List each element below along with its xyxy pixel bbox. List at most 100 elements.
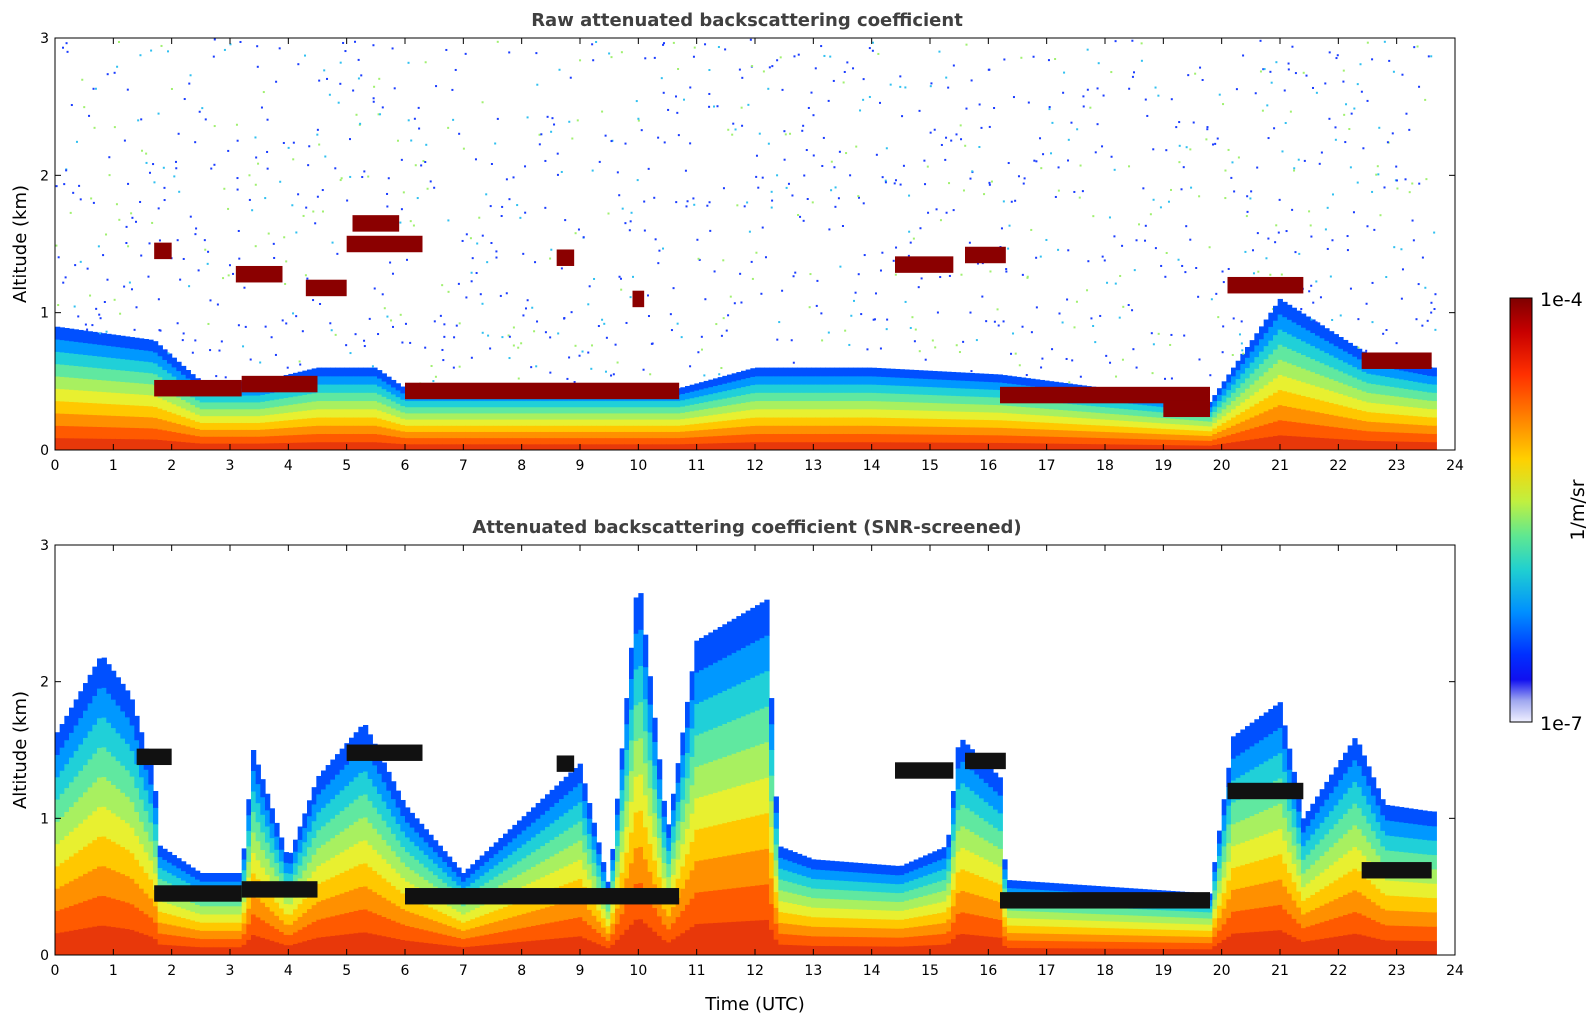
backscatter-cell <box>129 337 135 349</box>
backscatter-cell <box>1137 432 1143 440</box>
backscatter-cell <box>97 403 103 416</box>
backscatter-cell <box>311 409 317 418</box>
backscatter-cell <box>815 400 821 410</box>
backscatter-cell <box>111 670 117 700</box>
backscatter-cell <box>834 425 840 435</box>
backscatter-cell <box>330 392 336 402</box>
backscatter-cell <box>83 414 89 427</box>
noise-speckle <box>945 136 948 139</box>
backscatter-cell <box>1095 437 1101 445</box>
backscatter-cell <box>349 868 355 891</box>
backscatter-cell <box>1385 413 1391 423</box>
noise-speckle <box>1434 293 1437 296</box>
backscatter-cell <box>685 392 691 400</box>
backscatter-cell <box>176 441 182 451</box>
backscatter-cell <box>643 431 649 439</box>
backscatter-cell <box>367 800 373 824</box>
backscatter-cell <box>703 394 709 403</box>
backscatter-cell <box>848 367 854 377</box>
backscatter-cell <box>92 695 98 725</box>
backscatter-cell <box>974 403 980 413</box>
backscatter-cell <box>1403 441 1409 451</box>
backscatter-cell <box>1221 422 1227 430</box>
backscatter-cell <box>666 419 672 426</box>
noise-speckle <box>662 43 665 46</box>
backscatter-cell <box>1380 431 1386 442</box>
backscatter-cell <box>1235 432 1241 442</box>
noise-speckle <box>855 145 858 148</box>
backscatter-cell <box>969 403 975 412</box>
backscatter-cell <box>134 438 140 451</box>
backscatter-cell <box>1333 345 1339 358</box>
backscatter-cell <box>881 417 887 426</box>
backscatter-cell <box>806 367 812 377</box>
backscatter-cell <box>1422 416 1428 426</box>
backscatter-cell <box>372 807 378 829</box>
backscatter-cell <box>381 373 387 382</box>
noise-speckle <box>1331 318 1334 321</box>
noise-speckle <box>433 186 436 189</box>
backscatter-cell <box>372 384 378 393</box>
noise-speckle <box>1087 260 1090 263</box>
backscatter-cell <box>1165 423 1171 430</box>
backscatter-cell <box>475 431 481 439</box>
noise-speckle <box>614 343 617 346</box>
backscatter-cell <box>321 408 327 418</box>
backscatter-cell <box>349 433 355 443</box>
backscatter-cell <box>479 412 485 420</box>
backscatter-cell <box>1077 436 1083 444</box>
backscatter-cell <box>997 442 1003 451</box>
backscatter-cell <box>283 913 289 925</box>
noise-speckle <box>264 197 267 200</box>
backscatter-cell <box>125 381 131 394</box>
backscatter-cell <box>246 939 252 956</box>
noise-speckle <box>604 134 607 137</box>
backscatter-cell <box>297 929 303 943</box>
backscatter-cell <box>895 401 901 410</box>
backscatter-cell <box>344 425 350 435</box>
backscatter-cell <box>825 417 831 426</box>
backscatter-cell <box>498 437 504 445</box>
noise-speckle <box>447 126 450 129</box>
noise-speckle <box>1263 68 1266 71</box>
backscatter-cell <box>983 411 989 420</box>
backscatter-cell <box>372 400 378 410</box>
backscatter-cell <box>573 406 579 414</box>
noise-speckle <box>530 366 533 369</box>
backscatter-cell <box>591 400 597 408</box>
backscatter-cell <box>134 787 140 812</box>
noise-speckle <box>1216 137 1219 140</box>
backscatter-cell <box>1385 431 1391 442</box>
backscatter-cell <box>349 933 355 956</box>
backscatter-cell <box>59 839 65 864</box>
noise-speckle <box>1408 128 1411 131</box>
backscatter-cell <box>1091 431 1097 438</box>
backscatter-cell <box>1016 406 1022 414</box>
noise-speckle <box>1131 75 1134 78</box>
noise-speckle <box>833 166 836 169</box>
noise-speckle <box>1267 137 1270 140</box>
backscatter-cell <box>78 425 84 439</box>
noise-speckle <box>1182 166 1185 169</box>
backscatter-cell <box>101 333 107 346</box>
backscatter-cell <box>1067 403 1073 411</box>
backscatter-cell <box>792 408 798 418</box>
backscatter-cell <box>853 417 859 426</box>
backscatter-cell <box>97 688 103 719</box>
backscatter-cell <box>1245 419 1251 430</box>
noise-speckle <box>587 303 590 306</box>
backscatter-cell <box>801 408 807 418</box>
noise-speckle <box>344 50 347 53</box>
backscatter-cell <box>969 388 975 397</box>
backscatter-cell <box>1245 367 1251 379</box>
backscatter-cell <box>1039 428 1045 437</box>
backscatter-cell <box>414 443 420 451</box>
backscatter-cell <box>367 384 373 393</box>
backscatter-cell <box>1394 405 1400 415</box>
backscatter-cell <box>377 874 383 895</box>
backscatter-cell <box>73 724 79 752</box>
noise-speckle <box>893 182 896 185</box>
backscatter-cell <box>120 427 126 440</box>
backscatter-cell <box>489 400 495 408</box>
backscatter-cell <box>932 370 938 380</box>
